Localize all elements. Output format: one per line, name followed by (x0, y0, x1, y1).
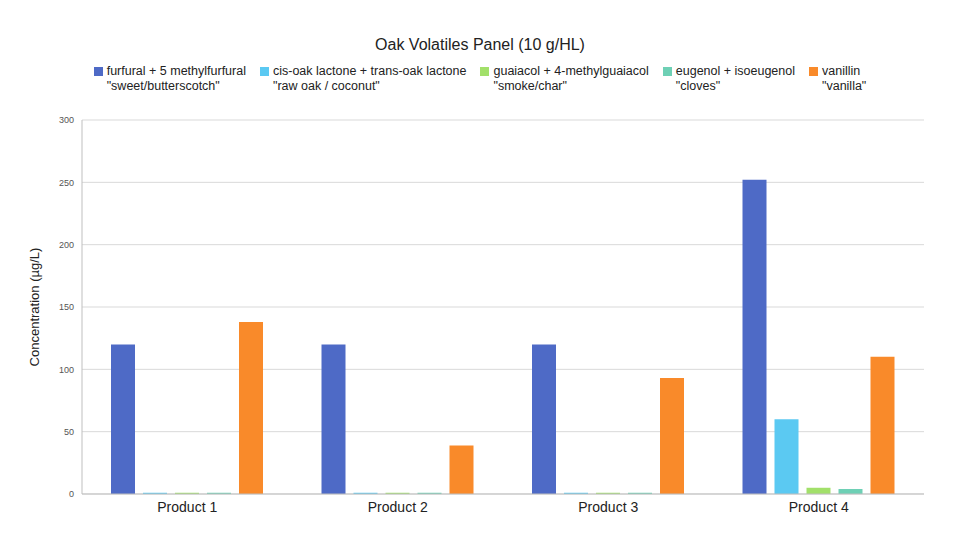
svg-text:Product 1: Product 1 (157, 499, 217, 515)
html-text:"raw oak / coconut": "raw oak / coconut" (273, 79, 380, 93)
svg-text:Product 4: Product 4 (789, 499, 849, 515)
html-text:"smoke/char": "smoke/char" (493, 79, 567, 93)
svg-text:200: 200 (59, 240, 74, 250)
html-text:vanillin: vanillin (822, 64, 861, 78)
html-text:cis-oak lactone + trans-oak la: cis-oak lactone + trans-oak lactone (273, 64, 467, 78)
html-text:guaiacol + 4-methylguaiacol: guaiacol + 4-methylguaiacol (493, 64, 649, 78)
html-text:Oak Volatiles Panel (10 g/HL): Oak Volatiles Panel (10 g/HL) (375, 36, 585, 53)
html-text:"cloves": "cloves" (675, 79, 721, 93)
svg-text:0: 0 (69, 489, 74, 499)
svg-text:150: 150 (59, 302, 74, 312)
svg-text:Product 3: Product 3 (578, 499, 638, 515)
svg-text:250: 250 (59, 178, 74, 188)
html-text:"vanilla": "vanilla" (822, 79, 867, 93)
svg-text:50: 50 (64, 427, 74, 437)
html-text:eugenol + isoeugenol: eugenol + isoeugenol (675, 64, 795, 78)
svg-text:100: 100 (59, 365, 74, 375)
html-text:furfural + 5 methylfurfural: furfural + 5 methylfurfural (106, 64, 246, 78)
html-text:"sweet/butterscotch": "sweet/butterscotch" (106, 79, 220, 93)
svg-text:Product 2: Product 2 (368, 499, 428, 515)
svg-text:300: 300 (59, 115, 74, 125)
svg-text:Concentration (µg/L): Concentration (µg/L) (27, 248, 42, 367)
